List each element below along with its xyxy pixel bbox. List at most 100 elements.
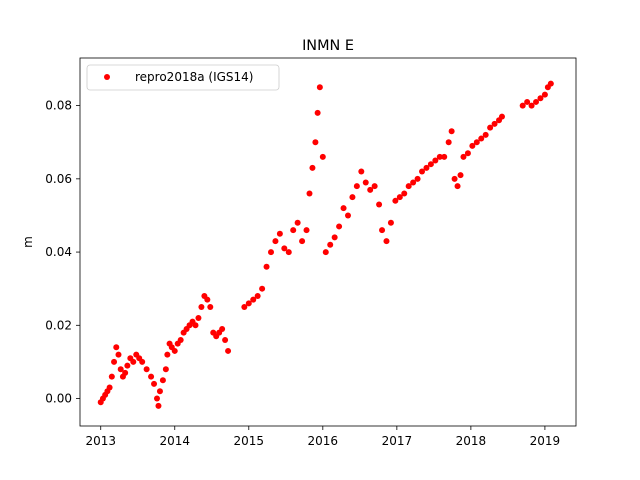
legend: repro2018a (IGS14) — [86, 64, 280, 91]
plot-background — [80, 58, 576, 426]
data-point — [349, 194, 356, 201]
y-tick-label: 0.04 — [45, 245, 72, 259]
data-point — [331, 234, 338, 241]
x-tick-label: 2013 — [85, 434, 116, 448]
data-point — [487, 124, 494, 131]
data-point — [115, 351, 122, 358]
data-point — [460, 153, 467, 160]
y-axis-title: m — [21, 236, 35, 248]
data-point — [177, 336, 184, 343]
data-point — [383, 238, 390, 245]
data-point — [362, 179, 369, 186]
data-point — [113, 344, 120, 351]
data-point — [367, 186, 374, 193]
data-point — [299, 238, 306, 245]
data-point — [473, 139, 480, 146]
data-point — [454, 183, 461, 190]
data-point — [192, 322, 199, 329]
data-point — [259, 285, 266, 292]
data-point — [124, 362, 131, 369]
data-point — [327, 241, 334, 248]
data-point — [276, 230, 283, 237]
data-point — [319, 153, 326, 160]
data-point — [533, 98, 540, 105]
data-point — [322, 249, 329, 256]
data-point — [281, 245, 288, 252]
data-point — [401, 190, 408, 197]
data-point — [423, 164, 430, 171]
legend-marker — [104, 74, 110, 80]
data-point — [285, 249, 292, 256]
data-point — [254, 293, 261, 300]
y-tick-label: 0.08 — [45, 99, 72, 113]
x-axis: 2013 2014 2015 2016 2017 2018 2019 — [85, 426, 560, 448]
data-point — [498, 113, 505, 120]
data-point — [303, 227, 310, 234]
data-point — [445, 139, 452, 146]
chart-title: INMN E — [302, 38, 354, 54]
data-point — [519, 102, 526, 109]
data-point — [290, 227, 297, 234]
points-layer — [97, 80, 554, 409]
y-axis: 0.00 0.02 0.04 0.06 0.08 — [45, 99, 80, 406]
data-point — [143, 366, 150, 373]
data-point — [314, 109, 321, 116]
data-point — [469, 142, 476, 149]
data-point — [156, 388, 163, 395]
data-point — [106, 384, 113, 391]
y-tick-label: 0.00 — [45, 392, 72, 406]
data-point — [491, 120, 498, 127]
data-point — [358, 168, 365, 175]
data-point — [225, 347, 232, 354]
data-point — [414, 175, 421, 182]
data-point — [396, 194, 403, 201]
data-point — [427, 161, 434, 168]
legend-frame — [86, 64, 280, 91]
x-tick-label: 2017 — [382, 434, 413, 448]
data-point — [410, 179, 417, 186]
data-point — [306, 190, 313, 197]
data-point — [148, 373, 155, 380]
data-point — [419, 168, 426, 175]
data-point — [250, 296, 257, 303]
data-point — [524, 98, 531, 105]
data-point — [336, 223, 343, 230]
data-point — [241, 304, 248, 310]
data-point — [432, 157, 439, 164]
data-point — [122, 369, 129, 376]
data-point — [207, 304, 214, 310]
data-point — [272, 238, 279, 245]
data-point — [371, 183, 378, 190]
data-point — [379, 227, 386, 234]
y-tick-label: 0.06 — [45, 172, 72, 186]
data-point — [198, 304, 205, 310]
data-point — [263, 263, 270, 270]
data-point — [547, 80, 554, 87]
data-point — [528, 102, 535, 109]
data-point — [541, 91, 548, 98]
data-point — [130, 358, 137, 365]
data-point — [457, 172, 464, 179]
data-point — [405, 183, 412, 190]
x-tick-label: 2016 — [308, 434, 339, 448]
data-point — [162, 366, 169, 373]
data-point — [245, 300, 252, 307]
data-point — [294, 219, 301, 226]
data-point — [344, 212, 351, 219]
data-point — [309, 164, 316, 171]
data-point — [117, 366, 124, 373]
data-point — [153, 395, 160, 402]
legend-label: repro2018a (IGS14) — [135, 70, 253, 84]
data-point — [155, 402, 162, 409]
data-point — [482, 131, 489, 138]
data-point — [448, 128, 455, 135]
data-point — [451, 175, 458, 182]
data-point — [151, 380, 158, 387]
data-point — [204, 296, 211, 303]
data-point — [108, 373, 115, 380]
data-point — [222, 336, 229, 343]
data-point — [392, 197, 399, 204]
x-tick-label: 2018 — [456, 434, 487, 448]
data-point — [159, 377, 166, 384]
